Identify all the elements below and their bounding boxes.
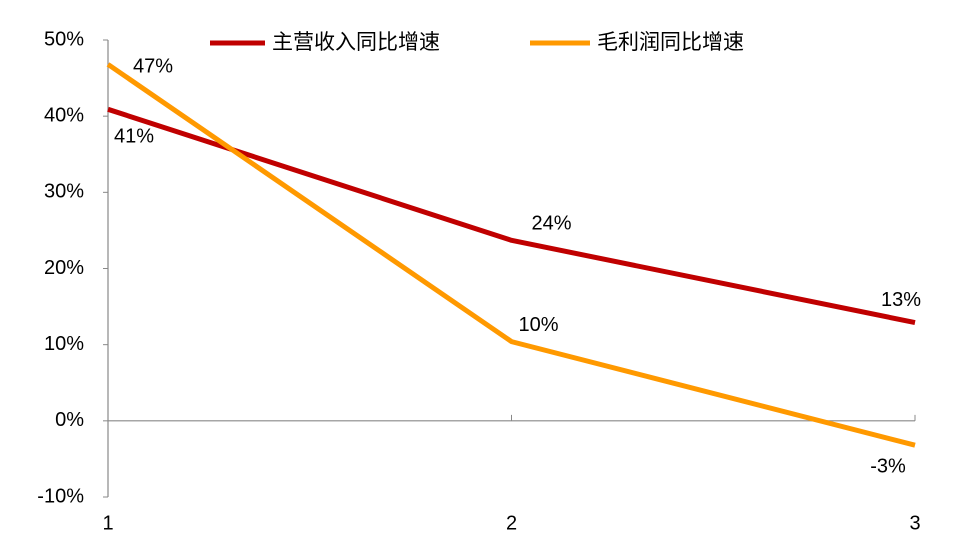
- series-line: [107, 106, 916, 326]
- y-tick-label: 50%: [44, 28, 84, 50]
- y-tick-label: 40%: [44, 104, 84, 126]
- legend-label: 毛利润同比增速: [597, 30, 744, 54]
- value-label: 47%: [133, 56, 173, 78]
- y-tick-label: -10%: [37, 485, 84, 507]
- x-tick-label: 3: [909, 512, 920, 534]
- value-label: 13%: [881, 289, 921, 311]
- y-tick-label: 0%: [55, 409, 84, 431]
- y-tick-label: 30%: [44, 181, 84, 203]
- value-label: 41%: [114, 126, 154, 148]
- x-tick-label: 1: [102, 512, 113, 534]
- legend-label: 主营收入同比增速: [272, 30, 440, 54]
- y-tick-label: 10%: [44, 333, 84, 355]
- value-label: 24%: [531, 213, 571, 235]
- value-label: 10%: [518, 314, 558, 336]
- value-label: -3%: [870, 455, 906, 477]
- series-line: [106, 62, 916, 448]
- y-tick-label: 20%: [44, 257, 84, 279]
- x-tick-label: 2: [506, 512, 517, 534]
